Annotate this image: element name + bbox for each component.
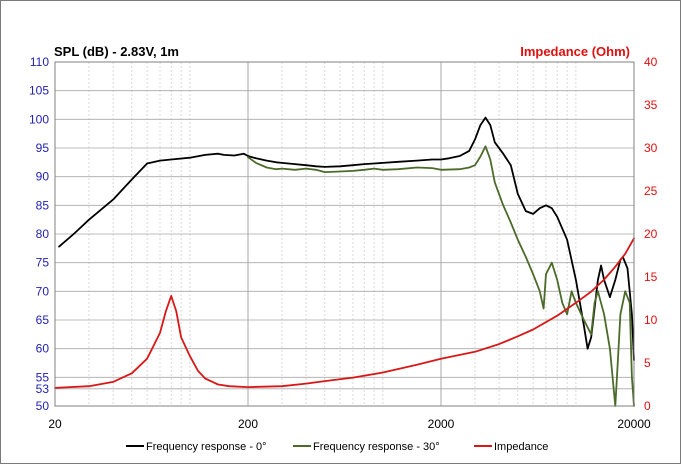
legend-label-3: Impedance (494, 441, 548, 453)
x-tick-label: 200 (238, 417, 258, 431)
legend: Frequency response - 0° Frequency respons… (126, 441, 548, 453)
y-tick-label-left: 65 (36, 313, 50, 327)
y-tick-label-left: 80 (36, 227, 50, 241)
y-tick-label-left: 60 (36, 342, 50, 356)
series-lines (54, 116, 635, 407)
y-tick-label-left: 90 (36, 170, 50, 184)
y-tick-label-right: 35 (644, 98, 658, 112)
y-tick-label-right: 0 (644, 399, 651, 413)
y-tick-label-left: 85 (36, 198, 50, 212)
right-axis-title: Impedance (Ohm) (520, 44, 630, 59)
y-tick-label-left: 55 (36, 370, 50, 384)
x-tick-label: 2000 (428, 417, 455, 431)
x-tick-label: 20000 (617, 417, 651, 431)
grid-lines (55, 62, 634, 406)
y-tick-label-left: 100 (29, 112, 49, 126)
y-tick-label-left: 70 (36, 284, 50, 298)
series-line-2 (247, 145, 635, 407)
y-tick-label-right: 10 (644, 313, 658, 327)
y-tick-label-left: 105 (29, 84, 49, 98)
x-tick-label: 20 (48, 417, 62, 431)
y-tick-label-right: 15 (644, 270, 658, 284)
y-tick-label-left: 75 (36, 256, 50, 270)
legend-label-1: Frequency response - 0° (146, 441, 267, 453)
y-tick-label-left: 50 (36, 399, 50, 413)
left-axis-title: SPL (dB) - 2.83V, 1m (54, 44, 179, 59)
y-tick-label-right: 20 (644, 227, 658, 241)
y-tick-label-left: 110 (30, 55, 49, 69)
legend-label-2: Frequency response - 30° (313, 441, 440, 453)
y-tick-label-right: 25 (644, 184, 658, 198)
y-tick-label-right: 30 (644, 141, 658, 155)
plot-area-frame (54, 61, 635, 407)
y-tick-label-right: 40 (644, 55, 658, 69)
y-tick-label-left: 95 (36, 141, 50, 155)
y-tick-label-left: 53 (36, 382, 50, 396)
y-tick-label-right: 5 (644, 356, 651, 370)
series-line-3 (54, 237, 635, 389)
